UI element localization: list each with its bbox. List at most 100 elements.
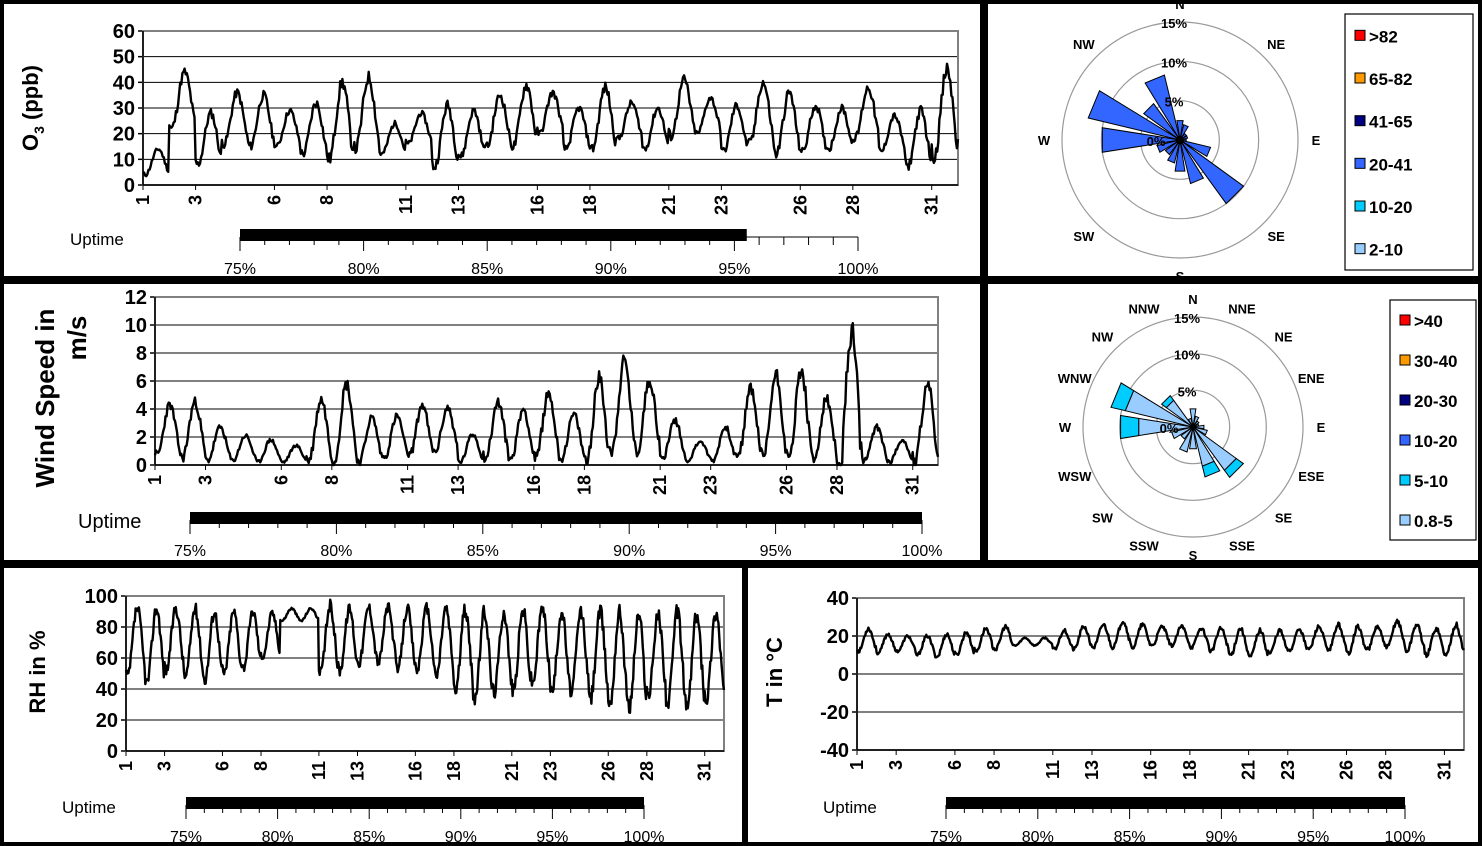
rose-petal — [1189, 426, 1197, 450]
x-tick-label: 1 — [847, 760, 867, 770]
legend-swatch — [1399, 474, 1411, 486]
y-tick-label: 10 — [113, 149, 135, 171]
y-tick-label: 12 — [125, 287, 147, 309]
x-tick-label: 1 — [145, 475, 165, 485]
panel-ozone-rose-frame — [984, 0, 1482, 280]
rose-petal — [1189, 408, 1197, 428]
x-tick-label: 11 — [309, 761, 329, 780]
legend-swatch — [1399, 314, 1411, 326]
rose-legend: >82 65-82 41-65 20-41 10-20 2-10 — [1344, 13, 1474, 271]
uptime-tick-label: 75% — [224, 261, 256, 278]
legend-label: 10-20 — [1369, 198, 1412, 217]
rose-petal — [1223, 457, 1245, 479]
x-tick-label: 8 — [984, 760, 1004, 770]
y-tick-label: 40 — [827, 588, 849, 610]
rose-ring — [1119, 353, 1267, 501]
x-tick-label: 11 — [1043, 760, 1063, 779]
x-tick-label: 21 — [1239, 760, 1259, 780]
x-tick-label: 18 — [444, 761, 464, 781]
rose-direction-label: SSE — [1229, 538, 1255, 553]
x-tick-label: 28 — [1376, 760, 1396, 780]
rose-petal — [1176, 120, 1184, 137]
rose-legend: >40 30-40 20-30 10-20 5-10 0.8-5 — [1389, 299, 1477, 541]
uptime-tick-label: 85% — [467, 543, 499, 560]
x-tick-label: 8 — [317, 195, 337, 205]
rose-direction-label: NW — [1073, 37, 1095, 52]
x-tick-label: 6 — [271, 475, 291, 485]
rose-ring-label: 5% — [1165, 95, 1184, 110]
rose-direction-label: SW — [1073, 229, 1095, 244]
legend-label: 30-40 — [1414, 352, 1457, 371]
y-axis-label-rest: (ppb) — [18, 65, 43, 126]
x-tick-label: 16 — [524, 475, 544, 495]
y-tick-label: 6 — [136, 371, 147, 393]
uptime-label: Uptime — [78, 511, 141, 533]
x-tick-label: 28 — [843, 195, 863, 215]
rose-direction-label: E — [1317, 420, 1326, 435]
rose-petal — [1164, 141, 1179, 156]
rose-petal — [1174, 143, 1186, 172]
x-tick-label: 13 — [347, 761, 367, 781]
rose-direction-label: NE — [1274, 329, 1292, 344]
x-tick-label: 8 — [322, 475, 342, 485]
legend-label: 0.8-5 — [1414, 512, 1453, 531]
rose-petal — [1142, 102, 1179, 139]
x-tick-label: 6 — [264, 195, 284, 205]
rose-ring-label: 10% — [1161, 55, 1187, 70]
uptime-tick-label: 100% — [1385, 829, 1426, 846]
uptime-tick-label: 95% — [760, 543, 792, 560]
legend-swatch — [1354, 157, 1366, 169]
rose-petal — [1101, 127, 1177, 153]
rose-direction-label: ENE — [1298, 371, 1325, 386]
x-tick-label: 26 — [598, 761, 618, 781]
rose-direction-label: N — [1175, 0, 1184, 12]
x-tick-label: 11 — [398, 475, 418, 494]
y-tick-label: 2 — [136, 427, 147, 449]
rose-petal — [1166, 142, 1180, 164]
x-tick-label: 6 — [945, 760, 965, 770]
y-axis-label: O3 (ppb) — [18, 65, 47, 151]
rose-ring-label: 5% — [1178, 384, 1197, 399]
rose-direction-label: W — [1059, 420, 1072, 435]
uptime-tick-label: 75% — [930, 829, 962, 846]
x-tick-label: 18 — [574, 475, 594, 495]
y-tick-label: 40 — [96, 679, 118, 701]
legend-swatch — [1399, 394, 1411, 406]
legend-label: 20-41 — [1369, 155, 1412, 174]
panel-wind-rose-frame — [984, 280, 1482, 564]
uptime-tick-label: 80% — [348, 261, 380, 278]
uptime-tick-label: 100% — [902, 543, 943, 560]
y-tick-label: 20 — [96, 710, 118, 732]
chart-wind-rose: 0% 5% 10% 15% N NNE NE ENE E ESE SE SSE S SSW SW WSW W WN… — [1058, 292, 1477, 563]
rose-direction-label: SW — [1092, 511, 1114, 526]
y-tick-label: -40 — [820, 740, 849, 762]
rose-direction-label: ESE — [1298, 469, 1324, 484]
uptime-tick-label: 95% — [536, 829, 568, 846]
y-tick-label: 50 — [113, 47, 135, 69]
rose-direction-label: W — [1038, 133, 1051, 148]
x-tick-label: 16 — [1141, 760, 1161, 780]
uptime-fill — [240, 229, 747, 241]
uptime-tick-label: 90% — [595, 261, 627, 278]
uptime-tick-label: 95% — [1297, 829, 1329, 846]
y-tick-label: 60 — [96, 648, 118, 670]
rose-petal — [1178, 426, 1194, 453]
x-tick-label: 31 — [903, 475, 923, 495]
uptime-tick-label: 85% — [471, 261, 503, 278]
y-axis-label: RH in % — [25, 630, 50, 713]
y-tick-label: 20 — [827, 626, 849, 648]
rose-ring-label: 15% — [1161, 16, 1187, 31]
y-axis-label-main: O — [18, 134, 43, 151]
rose-direction-label: WNW — [1058, 371, 1093, 386]
x-tick-label: 31 — [695, 761, 715, 781]
y-axis-label-sub: 3 — [31, 126, 47, 134]
x-tick-label: 21 — [659, 195, 679, 215]
uptime-tick-label: 90% — [613, 543, 645, 560]
panel-temperature-frame — [744, 564, 1482, 846]
uptime-bar: Uptime 75% 80% 85% 90% 95% 100% — [62, 797, 664, 846]
rose-ring — [1061, 21, 1299, 259]
x-tick-label: 21 — [650, 475, 670, 495]
rose-ring — [1082, 316, 1304, 538]
